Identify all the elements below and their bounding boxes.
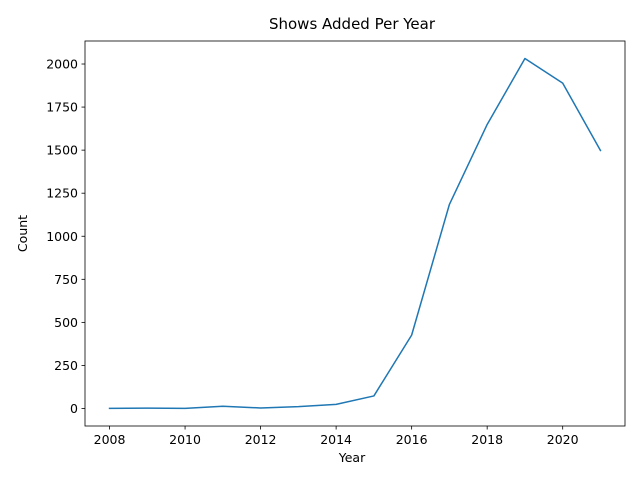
y-tick-label: 1750 — [46, 100, 78, 115]
x-tick-label: 2010 — [169, 432, 201, 447]
chart-title: Shows Added Per Year — [269, 15, 436, 33]
y-tick-label: 250 — [54, 358, 78, 373]
y-tick-label: 0 — [70, 401, 78, 416]
y-tick-label: 750 — [54, 272, 78, 287]
series-line — [108, 57, 602, 410]
y-tick-label: 1500 — [46, 143, 78, 158]
y-tick-label: 500 — [54, 315, 78, 330]
plot-area-frame — [84, 40, 626, 427]
x-tick-label: 2018 — [471, 432, 503, 447]
x-tick-label: 2012 — [245, 432, 277, 447]
x-tick-label: 2020 — [547, 432, 579, 447]
y-tick-label: 2000 — [46, 57, 78, 72]
y-axis-title: Count — [15, 215, 30, 252]
x-tick-label: 2008 — [94, 432, 126, 447]
x-axis-title: Year — [338, 450, 366, 465]
y-tick-label: 1250 — [46, 186, 78, 201]
x-axis-ticks: 2008 2010 2012 2014 2016 2018 2020 — [94, 426, 579, 447]
x-tick-label: 2016 — [396, 432, 428, 447]
y-axis-ticks: 0 250 500 750 1000 1250 1500 1750 2000 — [46, 57, 85, 416]
x-tick-label: 2014 — [320, 432, 352, 447]
y-tick-label: 1000 — [46, 229, 78, 244]
